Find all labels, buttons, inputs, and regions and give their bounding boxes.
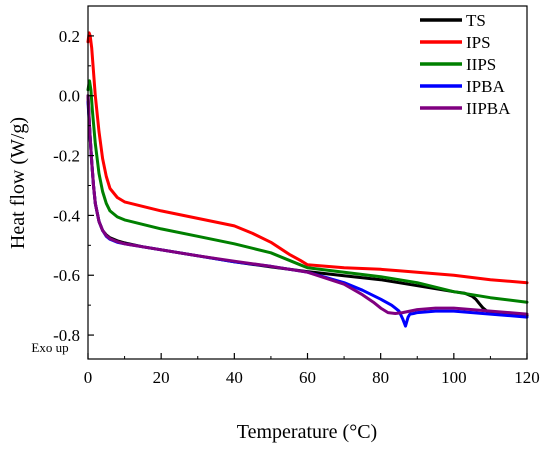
x-axis: 0 20 40 60 80 100 120 — [84, 353, 540, 387]
y-tick-label: -0.2 — [53, 147, 80, 166]
x-tick-label: 60 — [299, 368, 316, 387]
x-tick-label: 20 — [153, 368, 170, 387]
x-tick-label: 40 — [226, 368, 243, 387]
series-line-iipba — [86, 94, 529, 316]
legend: TS IPS IIPS IPBA IIPBA — [420, 11, 511, 118]
series-line-ips — [86, 31, 529, 285]
series-line-iips — [86, 79, 529, 304]
x-tick-label: 0 — [84, 368, 93, 387]
x-tick-label: 100 — [441, 368, 467, 387]
y-tick-label: -0.4 — [53, 206, 80, 225]
x-tick-label: 80 — [372, 368, 389, 387]
legend-label-ts: TS — [466, 11, 486, 30]
legend-label-iipba: IIPBA — [466, 99, 511, 118]
legend-label-ips: IPS — [466, 33, 491, 52]
y-tick-label: -0.6 — [53, 266, 80, 285]
y-axis: 0.2 0.0 -0.2 -0.4 -0.6 -0.8 — [53, 27, 94, 345]
legend-label-iips: IIPS — [466, 55, 496, 74]
y-tick-label: -0.8 — [53, 326, 80, 345]
y-tick-label: 0.0 — [59, 87, 80, 106]
y-tick-label: 0.2 — [59, 27, 80, 46]
x-axis-label: Temperature (°C) — [237, 421, 377, 443]
y-axis-label: Heat flow (W/g) — [7, 117, 29, 249]
legend-label-ipba: IPBA — [466, 77, 505, 96]
series-layer — [86, 31, 529, 328]
exo-up-annotation: Exo up — [31, 340, 68, 355]
x-tick-label: 120 — [514, 368, 540, 387]
